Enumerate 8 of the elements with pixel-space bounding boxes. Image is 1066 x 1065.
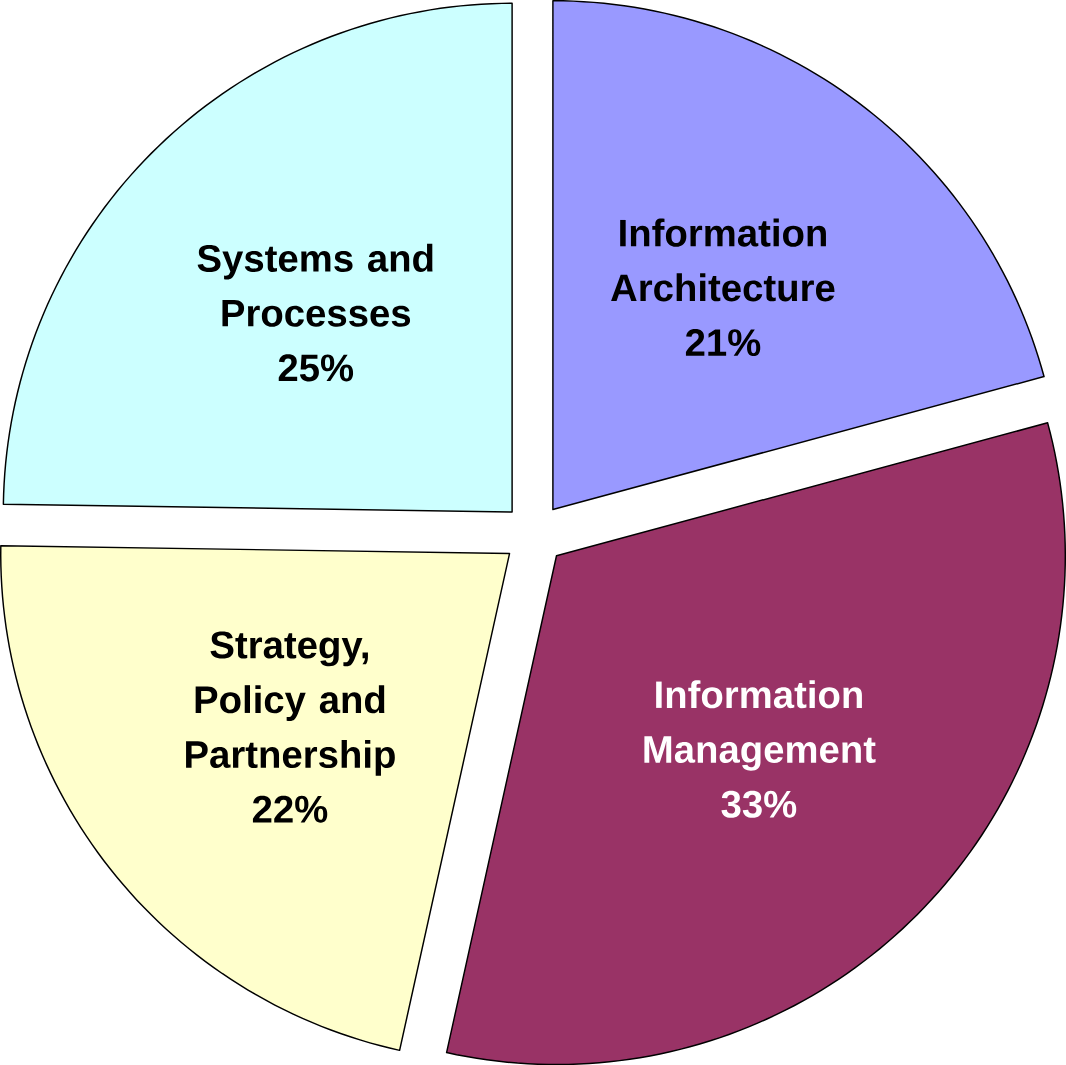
slice-label: Information Architecture <box>611 218 835 302</box>
slice-label: Systems and Processes <box>197 243 433 327</box>
data-label: 25% <box>278 354 354 382</box>
data-label: 22% <box>252 795 328 823</box>
slice-label: Information Management <box>644 680 876 771</box>
slice-label: Strategy, Policy and Partnership <box>186 631 395 776</box>
data-label: 33% <box>721 790 797 818</box>
data-label: 21% <box>685 328 761 356</box>
